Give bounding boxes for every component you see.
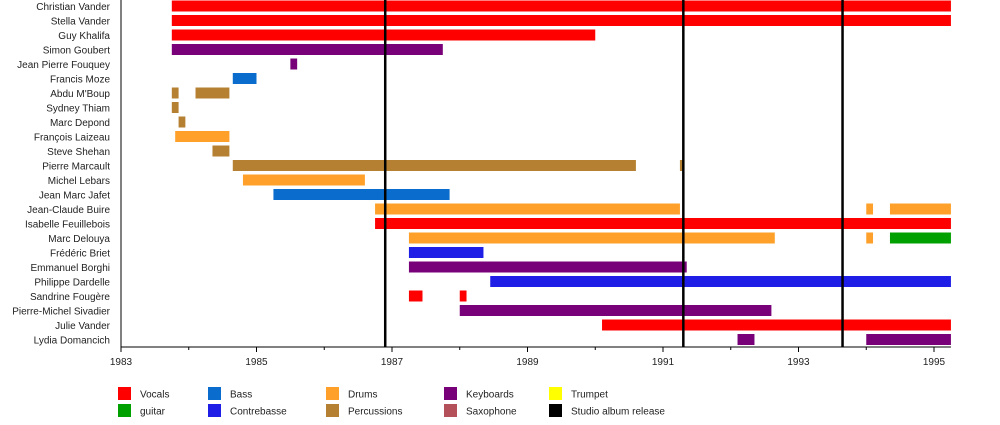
member-label: Marc Delouya — [48, 234, 110, 245]
legend-label: Percussions — [348, 407, 402, 418]
bar-vocals — [171, 15, 951, 26]
legend-swatch-studio-album-release — [549, 404, 562, 417]
member-label: Sandrine Fougère — [30, 292, 110, 303]
bar-vocals — [459, 290, 467, 302]
bar-bass — [232, 73, 257, 84]
axes: 1983 1985 1987 1989 1991 1993 1995 — [110, 0, 951, 368]
legend-swatch-trumpet — [549, 387, 562, 400]
bar-keyboards — [737, 334, 755, 345]
bar-percussions — [178, 116, 186, 128]
bar-drums — [889, 203, 951, 215]
album-release-lines — [383, 0, 844, 347]
bar-percussions — [212, 145, 230, 157]
bar-percussions — [171, 87, 179, 99]
legend-label: Bass — [230, 390, 252, 401]
bar-percussions — [232, 160, 636, 171]
bar-percussions — [171, 102, 179, 113]
bar-percussions — [679, 160, 684, 171]
member-label: François Laizeau — [34, 133, 110, 144]
legend-label: Drums — [348, 390, 377, 401]
legend-swatch-contrebasse — [208, 404, 221, 417]
x-tick-label: 1989 — [516, 357, 539, 368]
legend-label: Vocals — [140, 390, 169, 401]
member-label: Jean-Claude Buire — [27, 205, 110, 216]
member-rows: Christian Vander Stella Vander Guy Khalifa… — [12, 2, 110, 347]
bar-bass — [273, 189, 450, 200]
member-label: Sydney Thiam — [46, 104, 110, 115]
x-tick-label: 1995 — [923, 357, 946, 368]
bar-drums — [242, 174, 365, 186]
bar-drums — [408, 232, 775, 244]
member-label: Pierre Marcault — [42, 162, 110, 173]
legend-swatch-percussions — [326, 404, 339, 417]
member-label: Steve Shehan — [47, 147, 110, 158]
bar-drums — [866, 232, 874, 244]
bar-vocals — [171, 0, 951, 12]
legend-swatch-keyboards — [444, 387, 457, 400]
x-tick-label: 1991 — [652, 357, 675, 368]
legend-label: guitar — [140, 407, 166, 418]
bar-keyboards — [171, 44, 443, 55]
x-tick-label: 1985 — [245, 357, 268, 368]
member-label: Isabelle Feuillebois — [25, 220, 110, 231]
bar-contrebasse — [408, 247, 484, 258]
member-label: Julie Vander — [55, 321, 111, 332]
member-label: Abdu M'Boup — [50, 89, 110, 100]
bar-vocals — [171, 29, 596, 41]
x-tick-label: 1987 — [381, 357, 404, 368]
bar-vocals — [375, 218, 951, 229]
member-label: Simon Goubert — [43, 46, 110, 57]
member-label: Lydia Domancich — [34, 336, 110, 347]
bar-guitar — [889, 232, 951, 244]
bar-contrebasse — [490, 276, 951, 287]
bar-keyboards — [290, 58, 298, 70]
member-label: Christian Vander — [36, 2, 110, 13]
legend-label: Trumpet — [571, 390, 608, 401]
bar-drums — [175, 131, 230, 142]
legend-swatch-guitar — [118, 404, 131, 417]
bar-drums — [375, 203, 680, 215]
legend-label: Saxophone — [466, 407, 517, 418]
member-label: Pierre-Michel Sivadier — [12, 307, 110, 318]
x-tick-label: 1983 — [110, 357, 133, 368]
member-label: Jean Marc Jafet — [39, 191, 110, 202]
bar-keyboards — [408, 261, 687, 273]
legend-swatch-saxophone — [444, 404, 457, 417]
member-label: Frédéric Briet — [50, 249, 110, 260]
bar-percussions — [195, 87, 230, 99]
bar-vocals — [408, 290, 423, 302]
member-label: Philippe Dardelle — [34, 278, 110, 289]
legend-label: Studio album release — [571, 407, 665, 418]
legend: Vocals guitar Bass Contrebasse Drums Percussi… — [118, 387, 665, 418]
member-label: Stella Vander — [51, 17, 111, 28]
member-label: Jean Pierre Fouquey — [17, 60, 110, 71]
legend-swatch-bass — [208, 387, 221, 400]
legend-label: Keyboards — [466, 390, 514, 401]
bar-keyboards — [866, 334, 951, 345]
x-tick-label: 1993 — [787, 357, 810, 368]
bars-layer — [171, 0, 951, 345]
legend-swatch-drums — [326, 387, 339, 400]
member-label: Emmanuel Borghi — [31, 263, 110, 274]
bar-keyboards — [459, 305, 772, 316]
member-label: Francis Moze — [50, 75, 110, 86]
member-label: Marc Depond — [50, 118, 110, 129]
bar-drums — [866, 203, 874, 215]
legend-swatch-vocals — [118, 387, 131, 400]
bar-vocals — [602, 319, 951, 331]
legend-label: Contrebasse — [230, 407, 287, 418]
member-label: Michel Lebars — [48, 176, 110, 187]
member-label: Guy Khalifa — [58, 31, 110, 42]
